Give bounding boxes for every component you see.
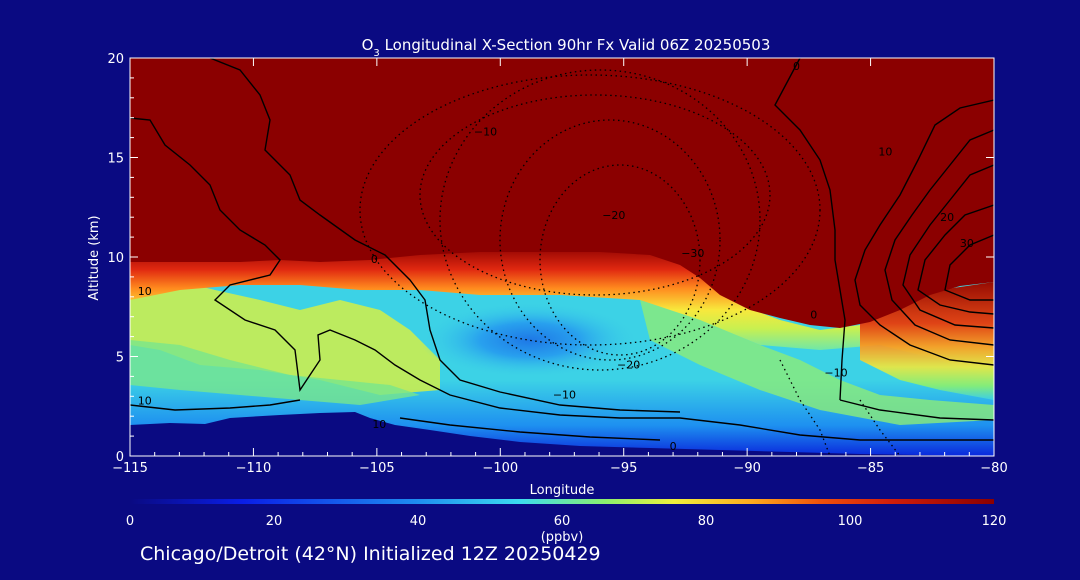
contour-label: −10 bbox=[474, 126, 497, 139]
contour-label: 0 bbox=[670, 440, 677, 453]
dotted-contours bbox=[359, 69, 901, 456]
contour-label: 30 bbox=[960, 237, 974, 250]
x-axis-label: Longitude bbox=[530, 483, 595, 498]
contour-label: 0 bbox=[371, 253, 378, 266]
x-tick-label: −115 bbox=[112, 461, 148, 476]
colorbar-tick-label: 40 bbox=[410, 514, 427, 529]
contour-label: 0 bbox=[793, 60, 800, 73]
colorbar-tick-label: 0 bbox=[126, 514, 134, 529]
y-tick-label: 0 bbox=[116, 450, 124, 465]
contour-label: 10 bbox=[138, 285, 152, 298]
contour-label: 0 bbox=[810, 309, 817, 322]
field-transition-band bbox=[130, 245, 994, 380]
x-tick-label: −95 bbox=[610, 461, 637, 476]
colorbar bbox=[130, 499, 994, 504]
field-green-left bbox=[130, 340, 420, 405]
y-axis-label: Altitude (km) bbox=[87, 215, 102, 300]
colorbar-tick-label: 80 bbox=[698, 514, 715, 529]
x-tick-label: −100 bbox=[482, 461, 518, 476]
contour-label: −20 bbox=[602, 209, 625, 222]
x-tick-label: −110 bbox=[236, 461, 272, 476]
contour-label: 10 bbox=[138, 394, 152, 407]
colorbar-tick-label: 120 bbox=[982, 514, 1007, 529]
contour-label: 20 bbox=[940, 211, 954, 224]
x-tick-label: −80 bbox=[980, 461, 1007, 476]
field-green-right bbox=[640, 300, 994, 425]
field-stratosphere bbox=[130, 58, 994, 328]
field-low-center bbox=[420, 302, 640, 378]
contour-labels: 0 −10 −20 −30 −20 −10 0 −10 0 10 20 30 10 10 10 0 bbox=[138, 60, 974, 453]
ozone-field: 0 −10 −20 −30 −20 −10 0 −10 0 10 20 30 10 10 10 0 bbox=[130, 58, 994, 456]
contour-label: −20 bbox=[617, 358, 640, 371]
colorbar-tick-label: 100 bbox=[838, 514, 863, 529]
chart-title: O3 Longitudinal X-Section 90hr Fx Valid … bbox=[362, 36, 771, 59]
terrain-mask bbox=[130, 412, 994, 456]
x-axis: −115 −110 −105 −100 −95 −90 −85 −80 bbox=[112, 58, 1008, 476]
y-tick-label: 20 bbox=[107, 52, 124, 67]
y-tick-label: 15 bbox=[107, 152, 124, 167]
field-yellow-left bbox=[130, 280, 440, 395]
contour-label: −30 bbox=[681, 247, 704, 260]
colorbar-tick-label: 20 bbox=[266, 514, 283, 529]
contour-label: 10 bbox=[372, 418, 386, 431]
x-tick-label: −105 bbox=[359, 461, 395, 476]
contour-label: 10 bbox=[878, 146, 892, 159]
colorbar-tick-label: 60 bbox=[554, 514, 571, 529]
y-axis: 0 5 10 15 20 bbox=[107, 52, 994, 465]
contours bbox=[130, 58, 994, 441]
contour-label: −10 bbox=[553, 388, 576, 401]
colorbar-unit-label: (ppbv) bbox=[541, 530, 584, 545]
contour-label: −10 bbox=[824, 366, 847, 379]
y-tick-label: 10 bbox=[107, 251, 124, 266]
footer-caption: Chicago/Detroit (42°N) Initialized 12Z 2… bbox=[140, 543, 601, 565]
y-tick-label: 5 bbox=[116, 351, 124, 366]
x-tick-label: −85 bbox=[857, 461, 884, 476]
x-tick-label: −90 bbox=[733, 461, 760, 476]
colorbar-ticks: 0 20 40 60 80 100 120 bbox=[126, 514, 1007, 529]
